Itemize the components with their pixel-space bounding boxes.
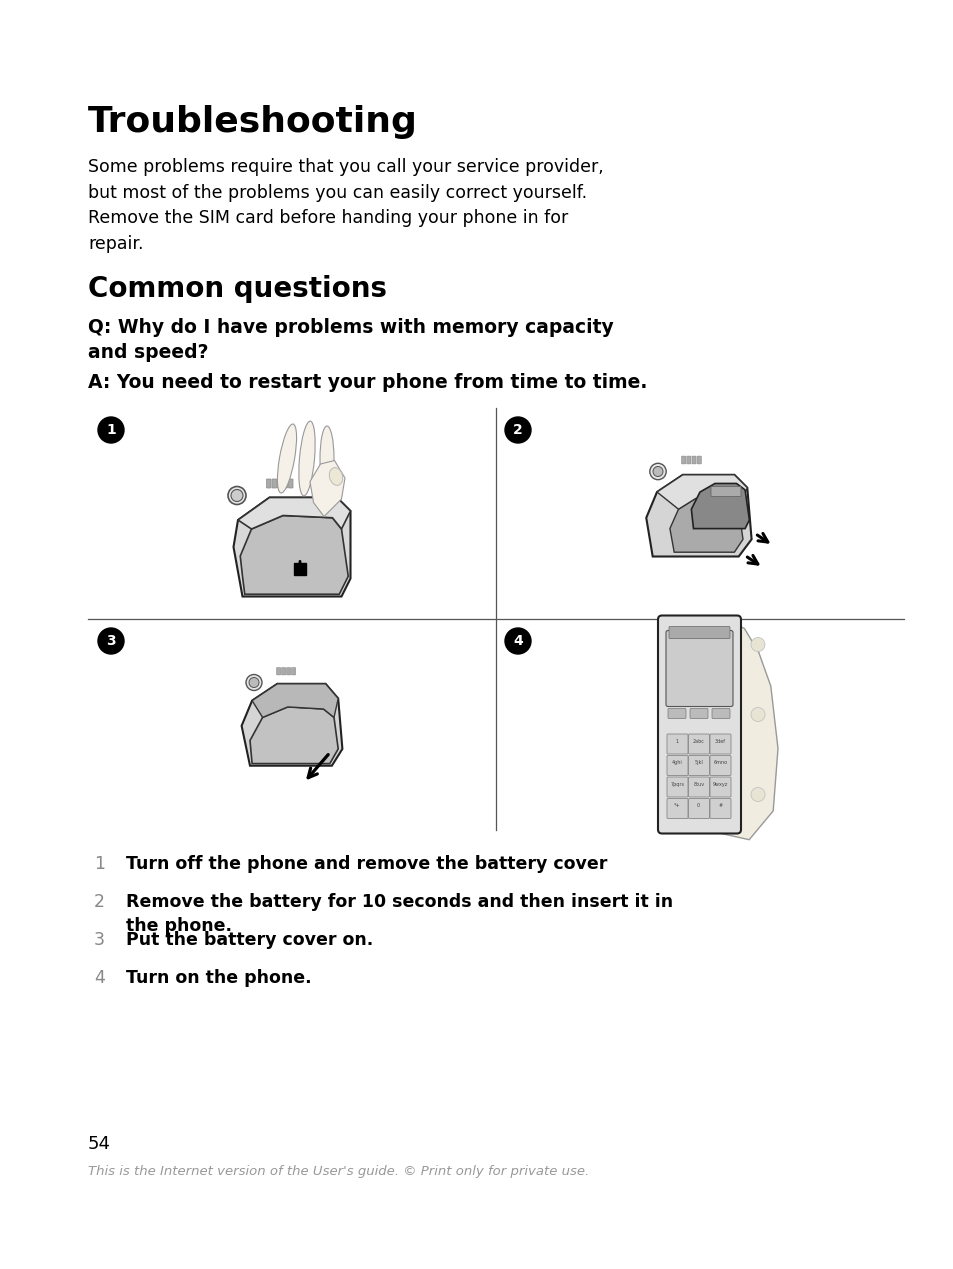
FancyBboxPatch shape — [668, 627, 729, 638]
Circle shape — [750, 637, 764, 651]
Text: 1: 1 — [94, 855, 105, 873]
Circle shape — [228, 486, 246, 505]
FancyBboxPatch shape — [709, 798, 730, 819]
Circle shape — [98, 628, 124, 654]
Text: 9wxyz: 9wxyz — [712, 782, 727, 787]
Text: Turn on the phone.: Turn on the phone. — [126, 970, 312, 987]
Text: A: You need to restart your phone from time to time.: A: You need to restart your phone from t… — [88, 373, 647, 392]
Text: 3def: 3def — [714, 739, 725, 744]
Text: Put the battery cover on.: Put the battery cover on. — [126, 931, 373, 949]
Circle shape — [504, 628, 531, 654]
FancyBboxPatch shape — [688, 798, 709, 819]
Polygon shape — [233, 497, 350, 596]
FancyBboxPatch shape — [666, 798, 687, 819]
FancyBboxPatch shape — [710, 486, 740, 496]
Circle shape — [231, 490, 243, 501]
FancyBboxPatch shape — [667, 708, 685, 718]
Circle shape — [649, 463, 665, 480]
FancyBboxPatch shape — [686, 456, 690, 464]
Text: 2: 2 — [513, 423, 522, 437]
Circle shape — [750, 788, 764, 802]
Ellipse shape — [277, 424, 296, 492]
Circle shape — [750, 708, 764, 722]
Text: 54: 54 — [88, 1134, 111, 1154]
FancyBboxPatch shape — [711, 708, 729, 718]
Ellipse shape — [329, 468, 342, 485]
Text: 3: 3 — [94, 931, 105, 949]
Polygon shape — [691, 483, 749, 529]
FancyBboxPatch shape — [281, 667, 285, 675]
FancyBboxPatch shape — [658, 615, 740, 834]
FancyBboxPatch shape — [666, 777, 687, 797]
Circle shape — [98, 418, 124, 443]
Polygon shape — [240, 515, 348, 594]
FancyBboxPatch shape — [680, 456, 685, 464]
FancyBboxPatch shape — [276, 667, 280, 675]
Circle shape — [652, 467, 662, 476]
FancyBboxPatch shape — [691, 456, 696, 464]
Text: 7pqrs: 7pqrs — [670, 782, 684, 787]
Polygon shape — [237, 497, 350, 529]
FancyBboxPatch shape — [688, 733, 709, 754]
Polygon shape — [669, 499, 742, 552]
Text: 2abc: 2abc — [692, 739, 704, 744]
Circle shape — [246, 675, 262, 690]
Text: Turn off the phone and remove the battery cover: Turn off the phone and remove the batter… — [126, 855, 607, 873]
Polygon shape — [310, 461, 345, 516]
FancyBboxPatch shape — [283, 478, 287, 489]
Text: Troubleshooting: Troubleshooting — [88, 105, 417, 140]
Text: 4: 4 — [94, 970, 105, 987]
Circle shape — [249, 678, 258, 688]
Polygon shape — [252, 684, 338, 717]
FancyBboxPatch shape — [689, 708, 707, 718]
FancyBboxPatch shape — [286, 667, 291, 675]
FancyBboxPatch shape — [709, 755, 730, 775]
FancyBboxPatch shape — [665, 631, 732, 707]
Text: Remove the battery for 10 seconds and then insert it in
the phone.: Remove the battery for 10 seconds and th… — [126, 893, 673, 935]
Text: 1: 1 — [106, 423, 115, 437]
FancyBboxPatch shape — [288, 478, 293, 489]
Text: This is the Internet version of the User's guide. © Print only for private use.: This is the Internet version of the User… — [88, 1165, 589, 1178]
Text: 8tuv: 8tuv — [693, 782, 704, 787]
Circle shape — [504, 418, 531, 443]
Text: Some problems require that you call your service provider,
but most of the probl: Some problems require that you call your… — [88, 159, 603, 253]
Text: #: # — [718, 803, 721, 808]
FancyBboxPatch shape — [697, 456, 700, 464]
FancyBboxPatch shape — [666, 755, 687, 775]
FancyBboxPatch shape — [266, 478, 271, 489]
Text: 3: 3 — [106, 634, 115, 648]
FancyBboxPatch shape — [688, 755, 709, 775]
Text: Q: Why do I have problems with memory capacity
and speed?: Q: Why do I have problems with memory ca… — [88, 319, 613, 362]
Text: 5jkl: 5jkl — [694, 760, 702, 765]
Text: 6mno: 6mno — [713, 760, 727, 765]
FancyBboxPatch shape — [709, 733, 730, 754]
Text: 4: 4 — [513, 634, 522, 648]
Polygon shape — [645, 475, 751, 557]
FancyBboxPatch shape — [709, 777, 730, 797]
Text: Common questions: Common questions — [88, 275, 387, 303]
Ellipse shape — [298, 421, 314, 496]
FancyBboxPatch shape — [272, 478, 276, 489]
FancyBboxPatch shape — [277, 478, 282, 489]
Ellipse shape — [319, 426, 334, 491]
Polygon shape — [241, 684, 342, 765]
Polygon shape — [657, 475, 746, 509]
FancyBboxPatch shape — [688, 777, 709, 797]
Text: 0: 0 — [696, 803, 700, 808]
FancyBboxPatch shape — [292, 667, 295, 675]
Text: 4ghi: 4ghi — [672, 760, 682, 765]
Polygon shape — [250, 707, 338, 764]
Polygon shape — [691, 619, 778, 840]
Text: 2: 2 — [94, 893, 105, 911]
Text: 1: 1 — [676, 739, 679, 744]
Text: *+: *+ — [674, 803, 680, 808]
FancyBboxPatch shape — [666, 733, 687, 754]
